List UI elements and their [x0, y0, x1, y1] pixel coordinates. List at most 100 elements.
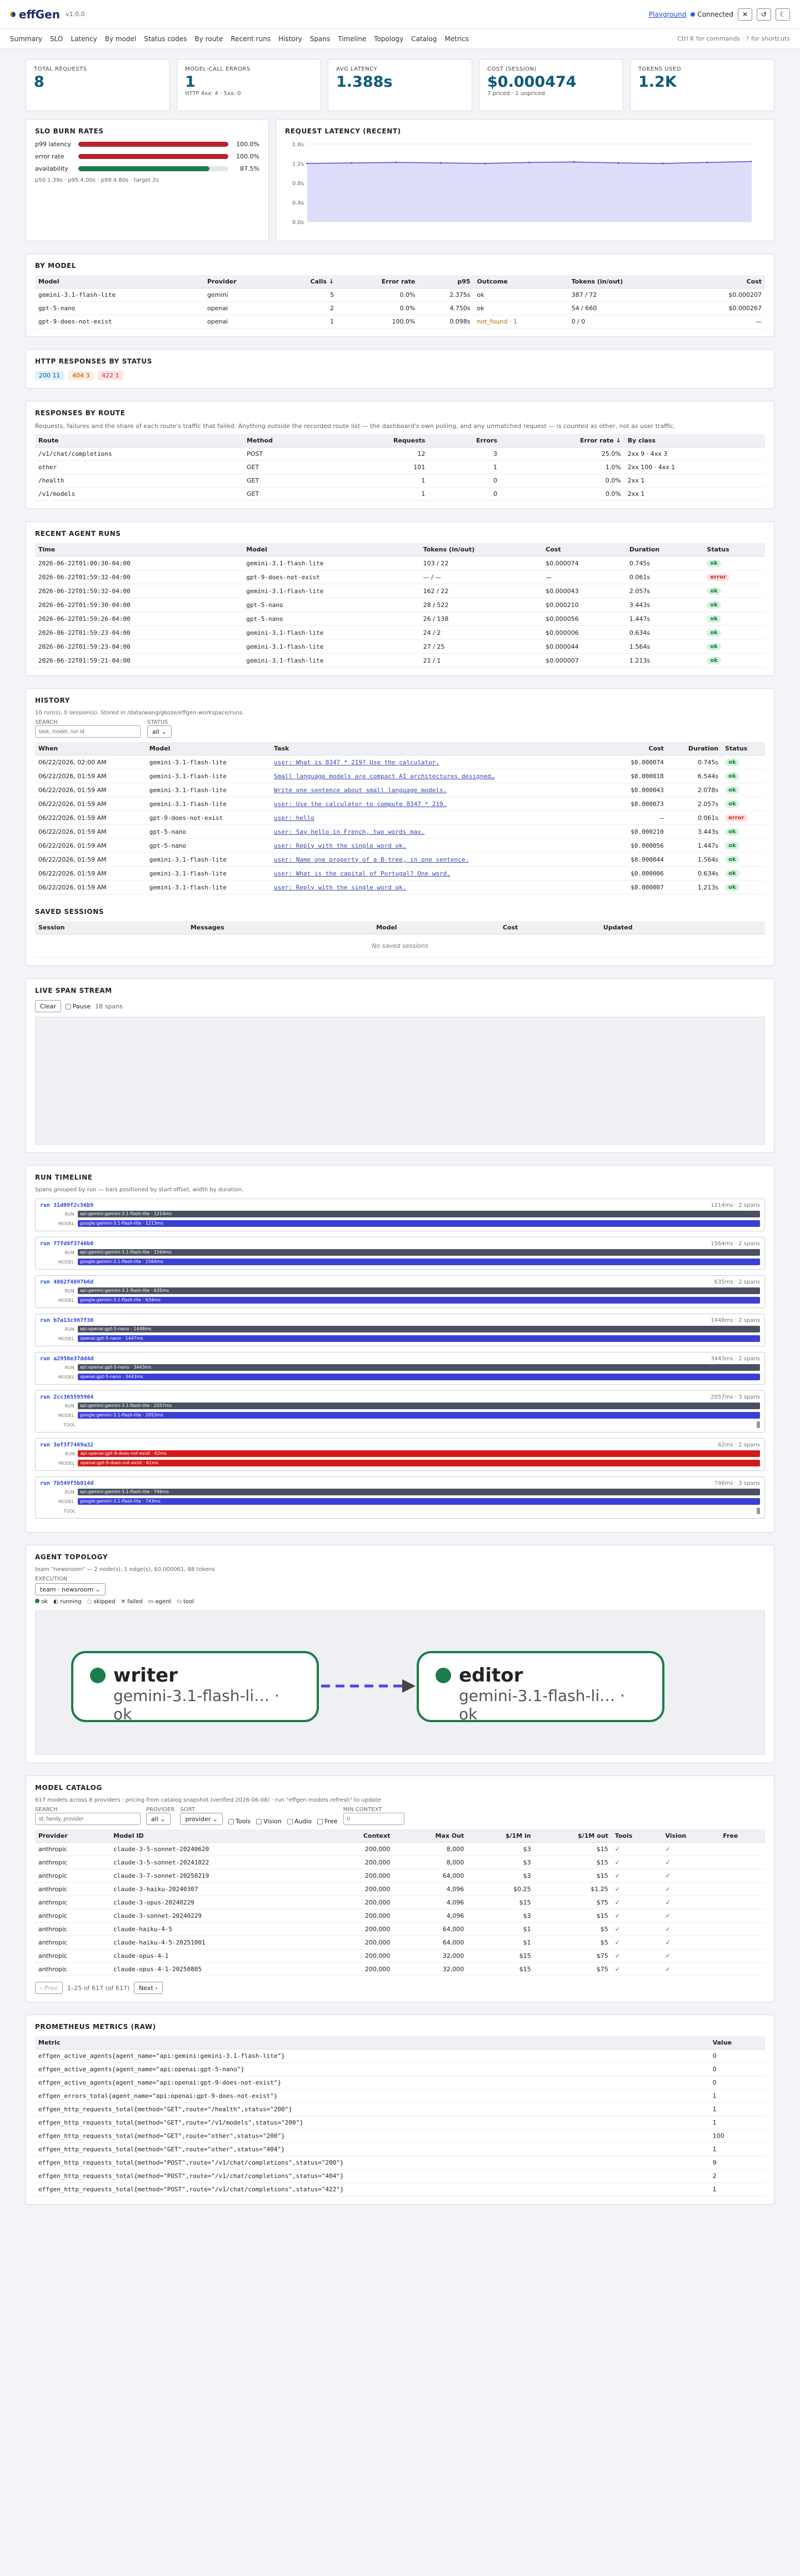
column-header[interactable]: Tools: [611, 1829, 662, 1843]
column-header[interactable]: By class: [624, 434, 765, 447]
span-bar[interactable]: api:gemini:gemini-3.1-flash-lite · 746ms: [77, 1489, 760, 1495]
table-row[interactable]: anthropic claude-3-haiku-20240307 200,000 4…: [35, 1882, 765, 1896]
sort-select[interactable]: provider ⌄: [180, 1813, 223, 1825]
nav-by-model[interactable]: By model: [104, 34, 137, 43]
table-row[interactable]: 2026-06-22T01:59:21-04:00 gemini-3.1-flas…: [35, 653, 765, 668]
nav-by-route[interactable]: By route: [194, 34, 223, 43]
run-id[interactable]: run 2cc365595964: [40, 1394, 94, 1400]
column-header[interactable]: Error rate ↓: [501, 434, 624, 447]
span-stream-area[interactable]: [35, 1017, 765, 1145]
table-row[interactable]: 06/22/2026, 02:00 AM gemini-3.1-flash-lit…: [35, 755, 765, 769]
column-header[interactable]: Max Out: [393, 1829, 468, 1843]
span-bar[interactable]: api:gemini:gemini-3.1-flash-lite · 1564m…: [77, 1249, 760, 1256]
nav-status-codes[interactable]: Status codes: [144, 34, 187, 43]
column-header[interactable]: Method: [243, 434, 329, 447]
run-id[interactable]: run a2956e37dd4d: [40, 1356, 94, 1362]
task-link[interactable]: user: Say hello in French, two words max…: [274, 828, 425, 836]
min-context-input[interactable]: [343, 1813, 404, 1825]
task-link[interactable]: user: Name one property of a B-tree, in …: [274, 856, 469, 863]
table-row[interactable]: effgen_http_requests_total{method="POST"…: [35, 2182, 765, 2196]
table-row[interactable]: 2026-06-22T01:59:23-04:00 gemini-3.1-flas…: [35, 625, 765, 640]
timeline-run[interactable]: run 4862f4697b6d 635ms · 2 spans RUN api:ge…: [35, 1275, 765, 1308]
nav-latency[interactable]: Latency: [71, 34, 97, 43]
run-id[interactable]: run 77fd9f3740b0: [40, 1241, 94, 1247]
table-row[interactable]: gpt-5-nano openai 2 0.0% 4.750s ok 54 / 660 $0.…: [35, 301, 765, 315]
span-bar[interactable]: api:gemini:gemini-3.1-flash-lite · 2057m…: [77, 1403, 760, 1409]
table-row[interactable]: effgen_active_agents{agent_name="api:ope…: [35, 2076, 765, 2090]
latency-point[interactable]: [528, 161, 531, 163]
latency-point[interactable]: [617, 162, 619, 164]
table-row[interactable]: 06/22/2026, 01:59 AM gpt-5-nano user: Say …: [35, 824, 765, 839]
prev-page-button[interactable]: ‹ Prev: [35, 1982, 63, 1994]
column-header[interactable]: Requests: [328, 434, 429, 447]
provider-select[interactable]: all ⌄: [146, 1813, 171, 1825]
table-row[interactable]: 06/22/2026, 01:59 AM gpt-9-does-not-exist…: [35, 810, 765, 825]
column-header[interactable]: Model: [146, 742, 271, 755]
timeline-run[interactable]: run 3ef3f7469a32 62ms · 2 spans RUN api:ope…: [35, 1438, 765, 1471]
task-link[interactable]: user: What is 8347 * 219? Use the calcul…: [274, 758, 440, 766]
task-link[interactable]: Small language models are compact AI arc…: [274, 772, 495, 780]
table-row[interactable]: effgen_http_requests_total{method="GET",…: [35, 2142, 765, 2156]
table-row[interactable]: anthropic claude-3-opus-20240229 200,000 4,…: [35, 1896, 765, 1909]
nav-topology[interactable]: Topology: [374, 34, 404, 43]
timeline-run[interactable]: run 31d09f2c56b9 1214ms · 2 spans RUN api:g…: [35, 1199, 765, 1231]
column-header[interactable]: Route: [35, 434, 244, 447]
column-header[interactable]: Outcome: [473, 275, 568, 289]
table-row[interactable]: 2026-06-22T01:59:32-04:00 gpt-9-does-not-…: [35, 570, 765, 584]
span-bar[interactable]: openai:gpt-5-nano · 1447ms: [77, 1335, 760, 1342]
latency-point[interactable]: [484, 162, 486, 165]
nav-slo[interactable]: SLO: [50, 34, 63, 43]
span-bar[interactable]: google:gemini-3.1-flash-lite · 2053ms: [77, 1412, 760, 1419]
table-row[interactable]: gpt-9-does-not-exist openai 1 100.0% 0.098s n…: [35, 315, 765, 329]
clear-button[interactable]: Clear: [35, 1000, 61, 1012]
nav-timeline[interactable]: Timeline: [338, 34, 367, 43]
span-bar[interactable]: openai:gpt-9-does-not-exist · 61ms: [78, 1460, 760, 1466]
column-header[interactable]: Errors: [428, 434, 501, 447]
span-bar[interactable]: google:gemini-3.1-flash-lite · 634ms: [77, 1297, 760, 1304]
span-bar[interactable]: google:gemini-3.1-flash-lite · 1564ms: [77, 1259, 760, 1265]
table-row[interactable]: anthropic claude-3-sonnet-20240229 200,000…: [35, 1909, 765, 1923]
table-row[interactable]: effgen_http_requests_total{method="POST"…: [35, 2156, 765, 2170]
latency-point[interactable]: [662, 162, 664, 165]
task-link[interactable]: user: Reply with the single word ok.: [274, 883, 407, 891]
column-header[interactable]: Task: [271, 742, 608, 755]
filter-free[interactable]: Free: [317, 1818, 338, 1825]
column-header[interactable]: Cost: [499, 921, 600, 934]
column-header[interactable]: Cost: [608, 742, 667, 755]
span-bar[interactable]: api:openai:gpt-9-does-not-exist · 62ms: [78, 1450, 760, 1457]
column-header[interactable]: Value: [709, 2036, 765, 2050]
task-link[interactable]: user: Reply with the single word ok.: [274, 842, 407, 849]
table-row[interactable]: /v1/chat/completions POST 12 3 25.0% 2xx 9 · …: [35, 447, 765, 461]
span-bar[interactable]: api:openai:gpt-5-nano · 1448ms: [77, 1326, 760, 1332]
column-header[interactable]: Cost: [542, 543, 626, 556]
timeline-run[interactable]: run 77fd9f3740b0 1564ms · 2 spans RUN api:g…: [35, 1237, 765, 1270]
nav-catalog[interactable]: Catalog: [411, 34, 437, 43]
node-editor[interactable]: editor gemini-3.1-flash-li… · ok: [417, 1651, 664, 1723]
close-icon[interactable]: ✕: [738, 8, 752, 21]
table-row[interactable]: anthropic claude-haiku-4-5 200,000 64,000 $1…: [35, 1922, 765, 1936]
column-header[interactable]: $/1M in: [467, 1829, 534, 1843]
nav-history[interactable]: History: [278, 34, 302, 43]
table-row[interactable]: 2026-06-22T01:59:23-04:00 gemini-3.1-flas…: [35, 639, 765, 654]
column-header[interactable]: Metric: [35, 2036, 709, 2050]
table-row[interactable]: effgen_errors_total{agent_name="api:open…: [35, 2089, 765, 2103]
table-row[interactable]: effgen_http_requests_total{method="GET",…: [35, 2116, 765, 2130]
span-bar[interactable]: api:gemini:gemini-3.1-flash-lite · 635ms: [77, 1287, 760, 1294]
table-row[interactable]: anthropic claude-3-7-sonnet-20250219 200,0…: [35, 1869, 765, 1883]
column-header[interactable]: Provider: [35, 1829, 111, 1843]
span-bar[interactable]: google:gemini-3.1-flash-lite · 743ms: [77, 1498, 760, 1505]
table-row[interactable]: 06/22/2026, 01:59 AM gpt-5-nano user: Repl…: [35, 838, 765, 853]
playground-link[interactable]: Playground: [648, 10, 687, 18]
node-writer[interactable]: writer gemini-3.1-flash-li… · ok: [71, 1651, 319, 1723]
column-header[interactable]: Model: [243, 543, 420, 556]
latency-point[interactable]: [395, 161, 397, 163]
nav-summary[interactable]: Summary: [10, 34, 42, 43]
column-header[interactable]: Context: [323, 1829, 394, 1843]
table-row[interactable]: effgen_http_requests_total{method="GET",…: [35, 2129, 765, 2143]
column-header[interactable]: When: [35, 742, 146, 755]
column-header[interactable]: Duration: [626, 543, 704, 556]
latency-point[interactable]: [573, 161, 575, 163]
column-header[interactable]: Error rate: [337, 275, 419, 289]
column-header[interactable]: Model: [373, 921, 499, 934]
table-row[interactable]: effgen_active_agents{agent_name="api:gem…: [35, 2049, 765, 2063]
